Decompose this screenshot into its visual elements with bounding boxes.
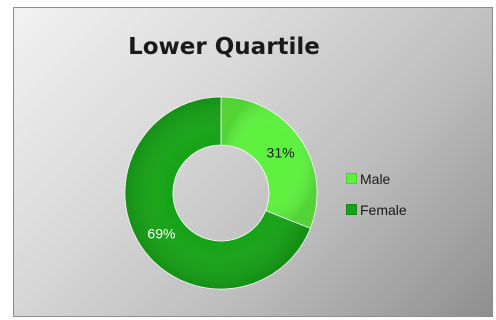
legend-item-male: Male: [346, 170, 407, 187]
legend-swatch-male: [346, 173, 357, 184]
legend-swatch-female: [346, 204, 357, 215]
chart-area: Lower Quartile 31% 69% Male Female: [13, 7, 493, 317]
slice-male-shading: [221, 97, 317, 229]
chart-title: Lower Quartile: [128, 34, 320, 60]
legend-label-female: Female: [360, 201, 407, 218]
data-label-male: 31%: [267, 145, 295, 161]
slice-female-shading: [125, 97, 311, 290]
legend: Male Female: [346, 170, 407, 232]
data-label-female: 69%: [147, 225, 175, 241]
doughnut-chart: 31% 69%: [124, 96, 318, 290]
legend-item-female: Female: [346, 201, 407, 218]
legend-label-male: Male: [360, 170, 391, 187]
